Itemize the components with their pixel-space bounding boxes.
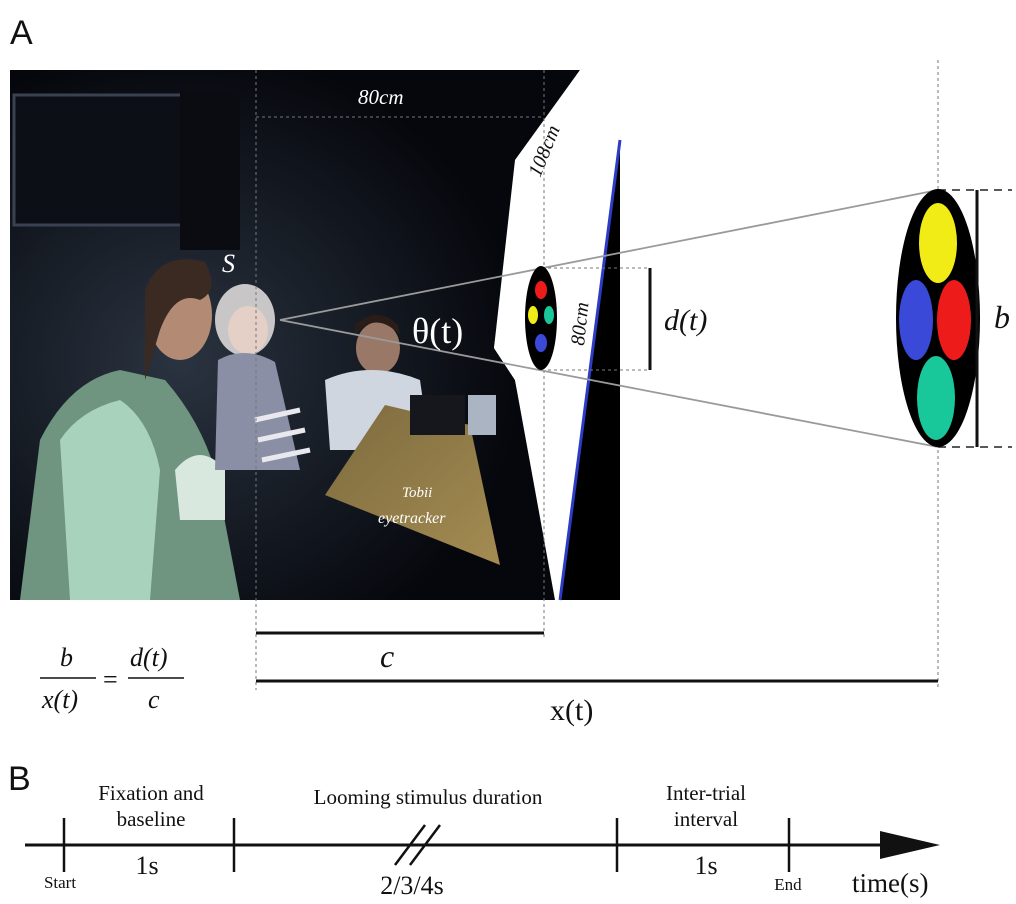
table <box>325 405 500 565</box>
screen-stimulus <box>525 266 557 370</box>
formula-num-left: b <box>60 643 73 672</box>
formula-den-left: x(t) <box>41 685 78 714</box>
phase-2-duration: 2/3/4s <box>380 871 444 900</box>
timeline-arrowhead <box>880 831 940 859</box>
tracker-label-1: Tobii <box>402 485 432 501</box>
height-label: 80cm <box>567 301 593 346</box>
setup-photo <box>10 70 620 600</box>
disk-size-label: d(t) <box>664 304 707 337</box>
looming-object <box>896 189 980 447</box>
formula: b x(t) = d(t) c <box>40 643 184 714</box>
infant-figure <box>215 284 311 470</box>
start-label: Start <box>44 873 76 892</box>
time-axis-label: time(s) <box>852 868 928 898</box>
disk-left <box>528 306 538 324</box>
axis-break-mark <box>394 824 441 866</box>
object-top-disk <box>919 203 957 283</box>
phase-2-line1: Looming stimulus duration <box>314 785 543 809</box>
screen-distance-label: c <box>380 638 394 674</box>
projection-screen <box>494 70 620 600</box>
phase-3-duration: 1s <box>694 851 717 880</box>
end-label: End <box>774 875 802 894</box>
disk-top <box>535 281 547 299</box>
subject-label: S <box>222 249 235 278</box>
formula-den-right: c <box>148 685 160 714</box>
caregiver-figure <box>20 259 240 600</box>
width-label: 80cm <box>358 85 404 109</box>
angle-label: θ(t) <box>412 311 463 351</box>
tracker-label-2: eyetracker <box>378 510 446 527</box>
timeline <box>25 818 940 872</box>
object-distance-label: x(t) <box>550 694 593 727</box>
disk-bottom <box>535 334 547 352</box>
object-bottom-disk <box>917 356 955 440</box>
eyetracker-device <box>410 395 465 435</box>
formula-num-right: d(t) <box>130 643 168 672</box>
object-right-disk <box>937 280 971 360</box>
disk-right <box>544 306 554 324</box>
phase-1-duration: 1s <box>135 851 158 880</box>
panel-b-label: B <box>8 760 31 798</box>
phase-3-line2: interval <box>674 807 738 831</box>
object-size-guides <box>938 189 1012 448</box>
phase-1-line2: baseline <box>117 807 186 831</box>
object-left-disk <box>899 280 933 360</box>
phase-3-line1: Inter-trial <box>666 781 746 805</box>
object-size-label: b <box>994 299 1010 335</box>
visual-angle-rays <box>279 189 939 448</box>
panel-a-label: A <box>10 14 33 52</box>
formula-equals: = <box>103 665 118 694</box>
phase-1-line1: Fixation and <box>98 781 204 805</box>
